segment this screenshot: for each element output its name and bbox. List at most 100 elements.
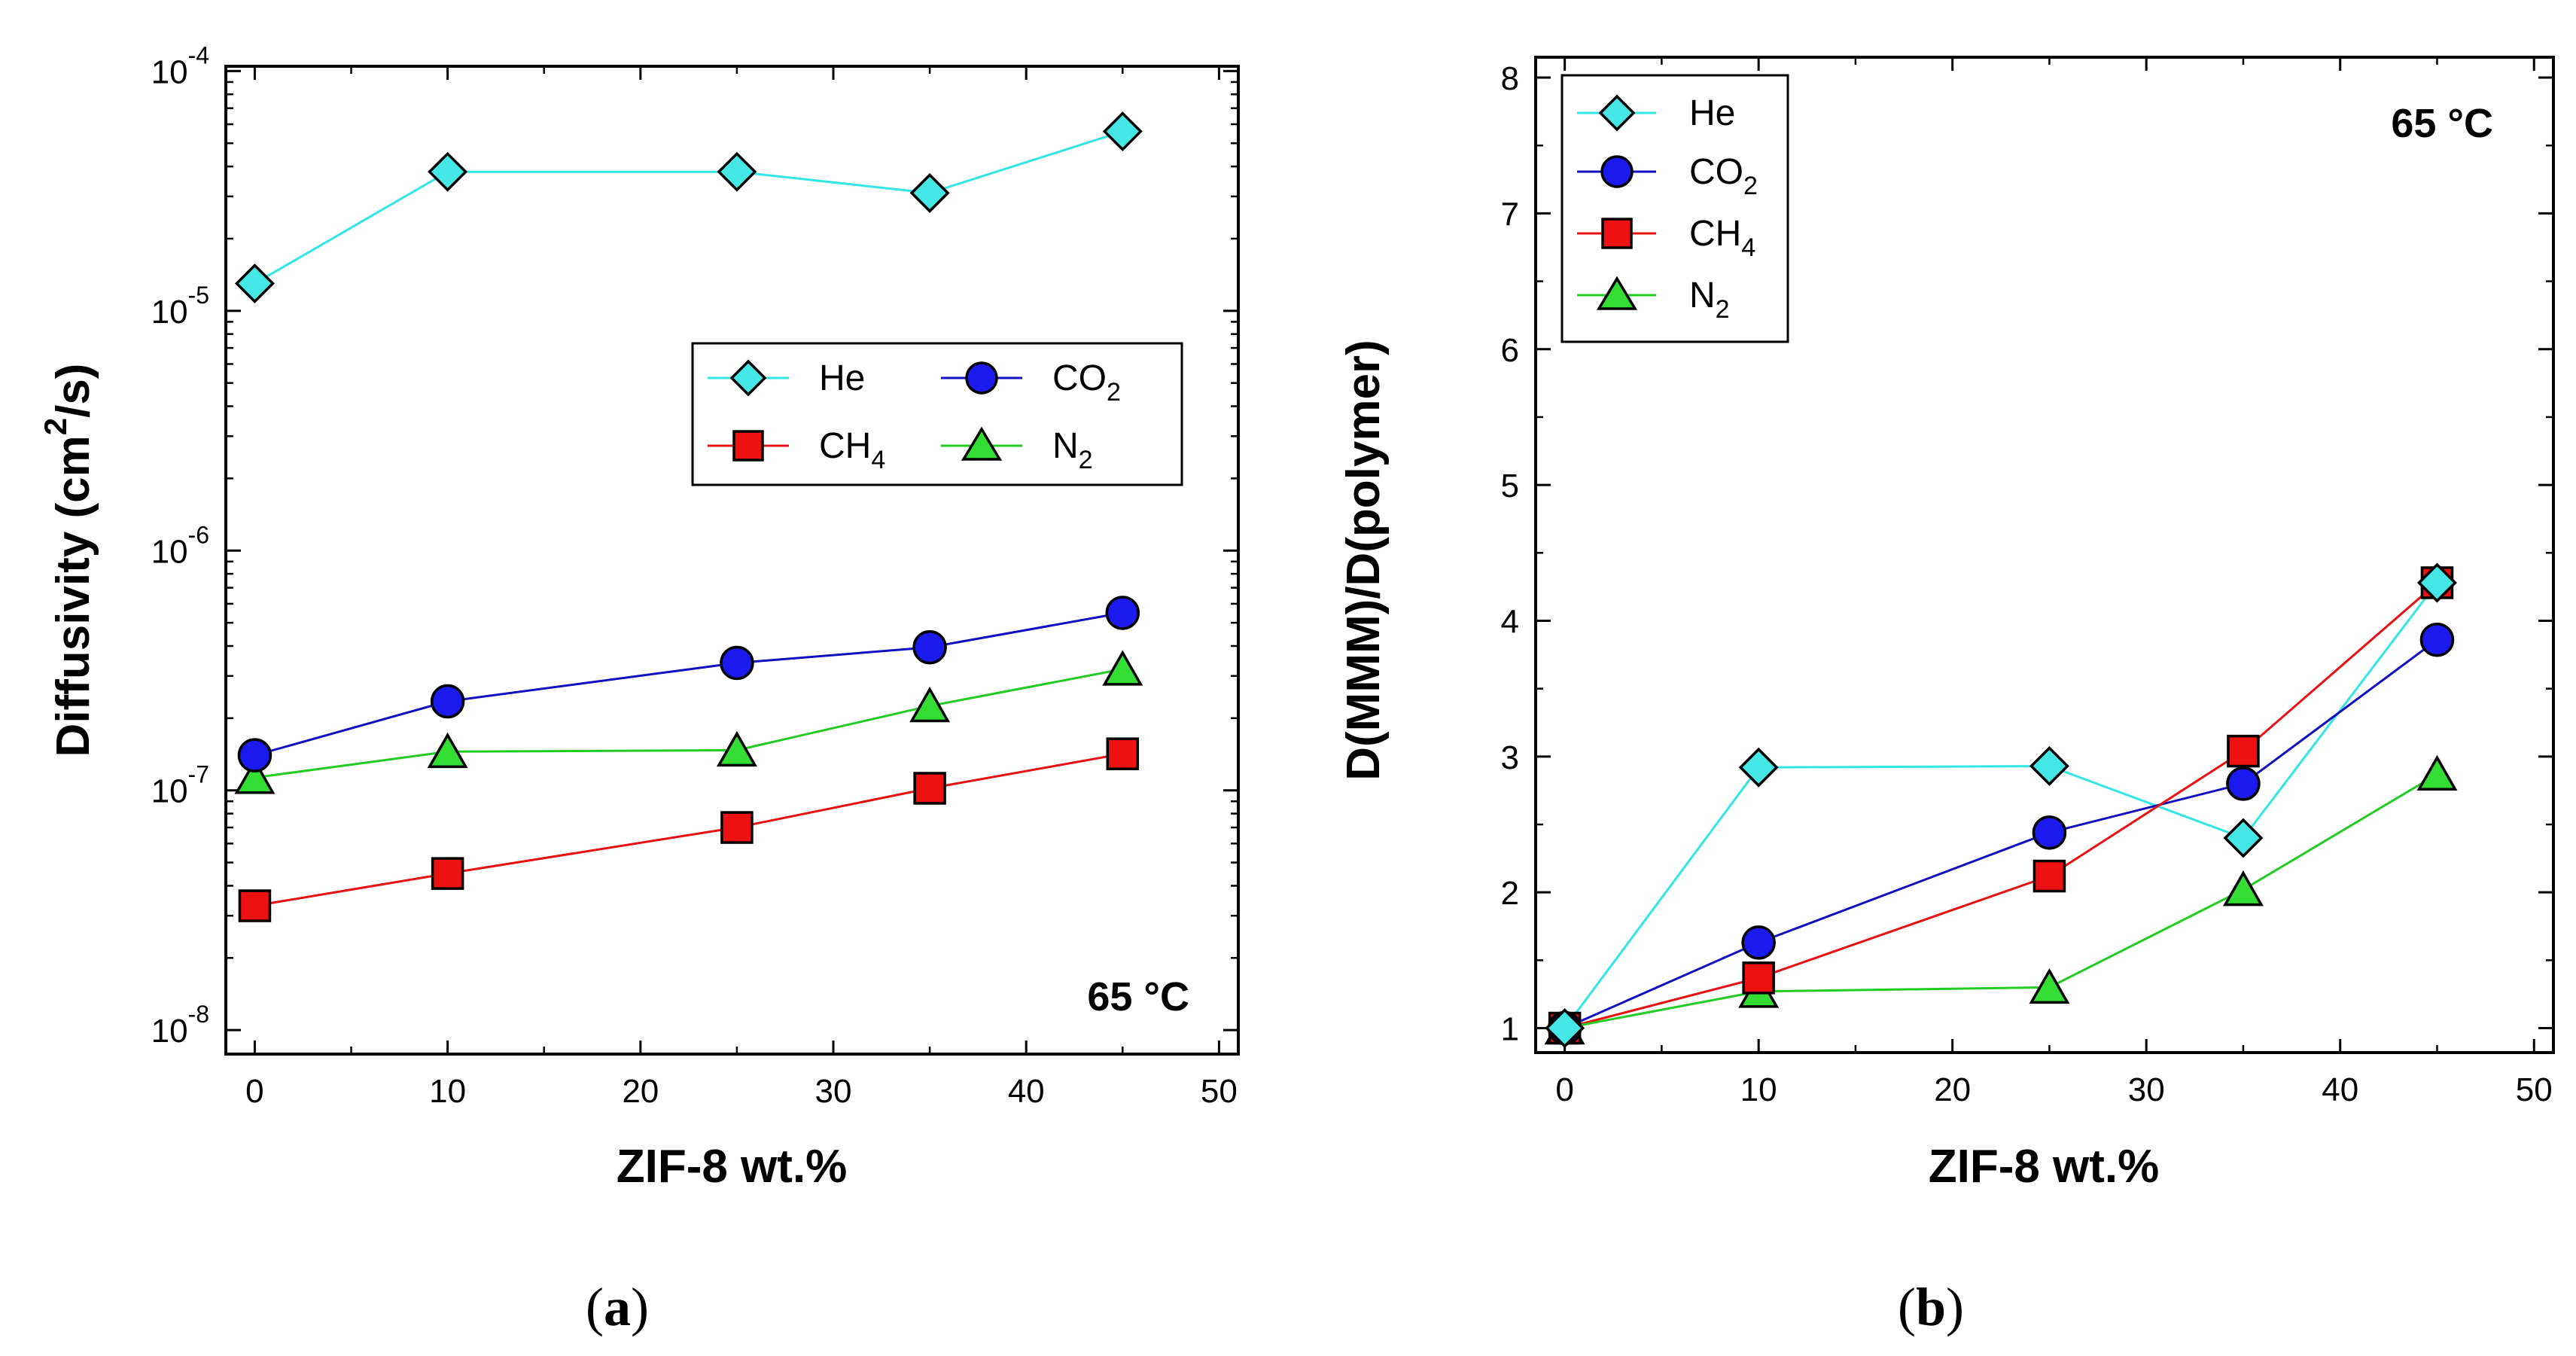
panel-b-point-co2	[2419, 622, 2455, 657]
panel-b-legend: He CO2 CH4 N2	[1561, 74, 1789, 343]
panel-a-x-tick-label: 10	[429, 1073, 466, 1110]
panel-b-x-tick-label: 10	[1740, 1071, 1777, 1108]
panel-a-point-n2	[234, 758, 276, 794]
panel-b-y-axis-label: D(MMM)/D(polymer)	[1338, 340, 1390, 781]
panel-a-point-he	[909, 172, 950, 213]
panel-a-point-co2	[912, 629, 947, 665]
panel-b-y-tick-label: 7	[1501, 196, 1519, 233]
panel-a-point-he	[234, 264, 275, 304]
panel-a-x-axis-label: ZIF-8 wt.%	[617, 1141, 848, 1193]
panel-b-point-he	[1738, 747, 1779, 788]
panel-b-legend-he-marker	[1598, 94, 1636, 132]
panel-b-x-tick-label: 30	[2128, 1071, 2165, 1108]
panel-a-point-co2	[720, 645, 754, 681]
panel-a-point-he	[1102, 111, 1143, 152]
panel-a-y-axis-label: Diffusivity (cm2/s)	[38, 364, 99, 757]
panel-b-point-n2	[2029, 967, 2070, 1004]
panel-b-y-tick-label: 8	[1501, 60, 1519, 97]
panel-a-chart: 0 10 20 30 40 50 10-8 10-7 10-6 10-5 10-4 Diffusiv…	[38, 41, 1240, 1337]
panel-a-point-n2	[716, 730, 757, 767]
panel-a-temperature-annotation: 65 °C	[1087, 974, 1189, 1019]
panel-b-y-tick-label: 6	[1501, 332, 1519, 369]
panel-a-legend-co2-marker	[965, 361, 998, 395]
panel-a-series-line-ch4	[254, 752, 1123, 907]
panel-b-point-co2	[2226, 766, 2261, 801]
panel-a-legend-n2-marker	[961, 426, 1003, 461]
panel-a-legend-he-marker	[729, 359, 767, 397]
panel-a-legend-he-label: He	[819, 358, 865, 398]
panel-a-point-ch4	[238, 889, 272, 922]
panel-b-plot-frame	[1534, 56, 2555, 1054]
panel-a-point-he	[428, 151, 468, 192]
panel-b-legend-n2-marker	[1596, 276, 1638, 310]
panel-a-y-tick-label: 10-6	[151, 521, 209, 570]
panel-b-point-co2	[1741, 925, 1776, 960]
panel-b-temperature-annotation: 65 °C	[2391, 101, 2493, 146]
panel-a-x-tick-label: 50	[1201, 1073, 1238, 1110]
panel-a-legend-ch4-marker	[732, 430, 764, 462]
panel-a-y-tick-label: 10-5	[151, 282, 209, 331]
panel-b-x-tick-label: 0	[1555, 1071, 1573, 1108]
panel-b-point-he	[2417, 562, 2457, 603]
panel-b-legend-co2-label: CO2	[1689, 152, 1758, 200]
panel-b-point-he	[1545, 1008, 1585, 1049]
panel-a-point-co2	[237, 738, 273, 772]
panel-b-x-tick-label: 50	[2516, 1071, 2553, 1108]
panel-a-point-co2	[430, 684, 465, 719]
panel-a-legend-box	[691, 342, 1183, 486]
panel-b-series-line-n2	[1564, 773, 2438, 1029]
panel-a-point-ch4	[431, 857, 464, 890]
panel-a-x-tick-label: 30	[815, 1073, 852, 1110]
panel-a-point-ch4	[720, 811, 754, 844]
panel-b-x-axis-label: ZIF-8 wt.%	[1929, 1141, 2160, 1193]
panel-a-point-co2	[1105, 596, 1140, 630]
panel-a-x-tick-label: 40	[1008, 1073, 1045, 1110]
panel-a-x-tick-label: 20	[622, 1073, 659, 1110]
panel-b-legend-ch4-marker	[1601, 218, 1633, 249]
panel-a-y-tick-label: 10-8	[151, 1001, 209, 1050]
panel-a-plot-frame	[224, 65, 1240, 1056]
panel-b-series-line-co2	[1564, 638, 2438, 1029]
panel-b-point-ch4	[1742, 961, 1775, 995]
panel-b-legend-box	[1561, 74, 1789, 343]
panel-b-point-he	[2029, 745, 2069, 786]
panel-a-series-line-co2	[254, 611, 1123, 757]
panel-b-legend-n2-label: N2	[1689, 276, 1730, 324]
panel-a-caption: (a)	[586, 1277, 649, 1337]
panel-a-y-tick-label: 10-4	[151, 41, 209, 90]
panel-a-y-tick-label: 10-7	[151, 761, 209, 810]
panel-b-series-line-he	[1564, 582, 2438, 1029]
panel-b-point-n2	[2222, 870, 2264, 907]
panel-b-point-co2	[2032, 815, 2067, 850]
panel-b-chart: 0 10 20 30 40 50 1 2 3 4 5 6 7 8 D(MMM)/D(polymer) ZI…	[1338, 56, 2555, 1337]
panel-b-y-tick-label: 1	[1501, 1011, 1519, 1048]
panel-b-x-tick-label: 40	[2322, 1071, 2358, 1108]
panel-a-legend-co2-label: CO2	[1052, 358, 1121, 407]
panel-a-point-ch4	[1106, 737, 1140, 770]
panel-b-point-ch4	[2227, 734, 2260, 768]
panel-b-y-tick-label: 3	[1501, 739, 1519, 776]
panel-a-legend-n2-label: N2	[1052, 426, 1093, 474]
panel-b-point-ch4	[2032, 859, 2066, 893]
panel-b-x-tick-label: 20	[1934, 1071, 1971, 1108]
panel-a-legend-ch4-label: CH4	[819, 426, 885, 474]
panel-b-caption: (b)	[1898, 1277, 1964, 1337]
panel-b-legend-ch4-label: CH4	[1689, 214, 1755, 262]
panel-a-point-n2	[909, 687, 951, 723]
panel-b-legend-he-label: He	[1689, 93, 1735, 133]
panel-a-series-line-n2	[254, 668, 1123, 779]
panel-b-point-he	[2223, 818, 2264, 858]
panel-a-legend: He CO2 CH4 N2	[691, 342, 1183, 486]
panel-a-point-n2	[427, 732, 468, 769]
panel-a-point-n2	[1102, 650, 1143, 686]
panel-b-y-tick-label: 5	[1501, 468, 1519, 504]
panel-b-point-n2	[2416, 754, 2458, 791]
panel-b-legend-co2-marker	[1600, 155, 1634, 188]
panel-b-series-line-ch4	[1564, 581, 2438, 1029]
panel-a-point-he	[717, 151, 757, 192]
panel-a-series-line-he	[254, 130, 1123, 285]
panel-a-x-tick-label: 0	[245, 1073, 263, 1110]
panel-a-point-ch4	[913, 772, 946, 805]
panel-b-y-tick-label: 4	[1501, 603, 1519, 640]
